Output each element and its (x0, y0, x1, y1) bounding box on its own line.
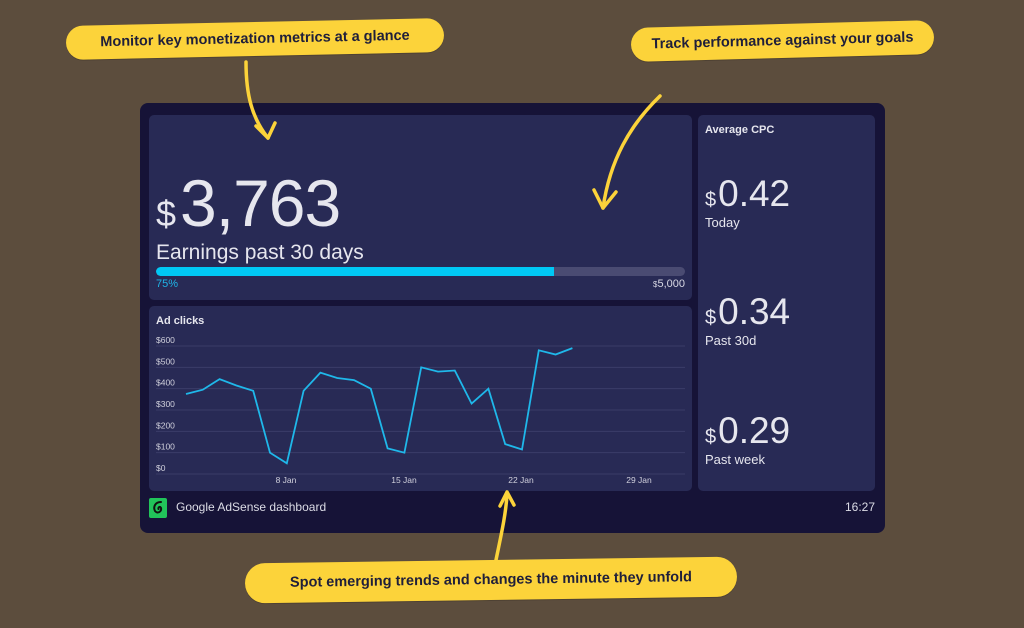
goal-value: $5,000 (653, 278, 685, 290)
y-tick-label: $100 (156, 442, 175, 452)
cpc-title: Average CPC (705, 124, 775, 136)
currency-symbol: $ (156, 193, 177, 234)
earnings-panel: $ 3,763 Earnings past 30 days 75% $5,000 (149, 115, 692, 300)
earnings-label: Earnings past 30 days (156, 241, 364, 264)
currency-symbol: $ (705, 189, 717, 211)
progress-percent: 75% (156, 278, 179, 290)
y-tick-label: $200 (156, 420, 175, 430)
ad-clicks-panel: Ad clicks $0 $100 $200 $300 $400 $500 $600 8 Ja… (149, 306, 692, 491)
callout-text: Spot emerging trends and changes the min… (289, 569, 693, 591)
goal-progress-fill (156, 267, 554, 276)
x-tick-label: 29 Jan (626, 475, 652, 485)
y-tick-label: $500 (156, 356, 175, 366)
cpc-label: Past week (705, 452, 765, 467)
earnings-value: $ 3,763 (156, 165, 341, 241)
clock: 16:27 (844, 500, 875, 514)
callout-track-goals: Track performance against your goals (630, 20, 935, 62)
cpc-label: Past 30d (705, 333, 757, 348)
x-tick-label: 22 Jan (508, 475, 534, 485)
average-cpc-panel: Average CPC $0.42 Today $0.34 Past 30d $… (698, 115, 875, 491)
callout-monitor-metrics: Monitor key monetization metrics at a gl… (65, 18, 445, 60)
cpc-value: 0.34 (718, 291, 791, 332)
ad-clicks-line-chart: $0 $100 $200 $300 $400 $500 $600 8 Jan 15 Jan 22 … (156, 335, 685, 485)
callout-spot-trends: Spot emerging trends and changes the min… (244, 556, 738, 604)
y-tick-label: $600 (156, 335, 175, 345)
callout-text: Track performance against your goals (651, 29, 914, 53)
currency-symbol: $ (705, 307, 717, 329)
dashboard-title: Google AdSense dashboard (176, 500, 327, 514)
ad-clicks-series-line (185, 347, 573, 465)
cpc-label: Today (705, 215, 740, 230)
cpc-today: $0.42 Today (705, 173, 790, 230)
goal-currency: $ (653, 280, 658, 289)
y-tick-label: $0 (156, 463, 166, 473)
earnings-amount: 3,763 (180, 166, 341, 240)
goal-progress-bar (156, 267, 685, 276)
cpc-value: 0.29 (718, 410, 791, 451)
cpc-past-week: $0.29 Past week (705, 410, 790, 467)
y-tick-label: $400 (156, 378, 175, 388)
cpc-value: 0.42 (718, 173, 791, 214)
x-tick-label: 15 Jan (391, 475, 417, 485)
callout-text: Monitor key monetization metrics at a gl… (100, 27, 410, 51)
x-tick-label: 8 Jan (276, 475, 297, 485)
ad-clicks-title: Ad clicks (156, 315, 205, 327)
geckoboard-logo-icon (149, 498, 167, 518)
goal-amount: 5,000 (657, 278, 685, 290)
currency-symbol: $ (705, 426, 717, 448)
y-tick-label: $300 (156, 399, 175, 409)
dashboard: $ 3,763 Earnings past 30 days 75% $5,000… (140, 103, 885, 533)
cpc-past-30d: $0.34 Past 30d (705, 291, 790, 348)
